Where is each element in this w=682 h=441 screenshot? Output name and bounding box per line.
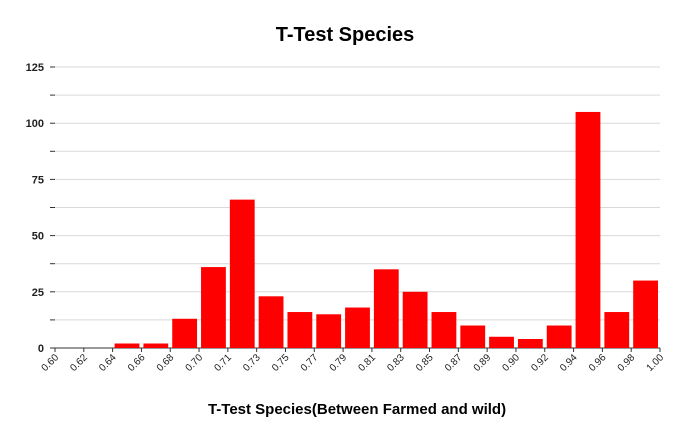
x-tick-label: 0.71 bbox=[212, 352, 234, 374]
gridlines bbox=[55, 66, 660, 349]
x-tick-label: 0.87 bbox=[443, 352, 465, 374]
bar bbox=[546, 325, 572, 348]
x-tick-label: 0.96 bbox=[587, 352, 609, 374]
x-tick-label: 0.90 bbox=[501, 352, 523, 374]
bars bbox=[114, 111, 658, 349]
x-tick-label: 0.89 bbox=[472, 352, 494, 374]
bar bbox=[345, 307, 370, 348]
x-tick-label: 0.60 bbox=[40, 352, 62, 374]
bar bbox=[172, 318, 198, 348]
y-tick-label: 100 bbox=[26, 118, 44, 130]
y-tick-label: 75 bbox=[32, 174, 44, 186]
bar bbox=[201, 267, 226, 348]
bar bbox=[114, 343, 140, 348]
bar bbox=[143, 343, 169, 348]
x-tick-label: 0.62 bbox=[68, 352, 90, 374]
bar bbox=[229, 199, 255, 348]
x-tick-label: 0.77 bbox=[299, 352, 321, 374]
bar bbox=[287, 312, 313, 348]
chart-title: T-Test Species bbox=[276, 24, 415, 46]
x-tick-label: 0.68 bbox=[155, 352, 177, 374]
x-tick-label: 0.75 bbox=[270, 352, 292, 374]
y-axis-ticks: 0 25 50 75 100 125 bbox=[26, 62, 55, 355]
x-tick-label: 0.81 bbox=[356, 352, 378, 374]
bar bbox=[489, 336, 514, 348]
x-tick-label: 0.64 bbox=[97, 352, 119, 374]
bar bbox=[517, 339, 543, 348]
bar bbox=[258, 296, 284, 348]
x-tick-label: 0.79 bbox=[328, 352, 350, 374]
x-tick-label: 0.92 bbox=[529, 352, 551, 374]
bar bbox=[316, 314, 342, 348]
x-tick-label: 0.85 bbox=[414, 352, 436, 374]
bar bbox=[431, 312, 457, 348]
bar bbox=[402, 291, 428, 348]
x-tick-label: 0.94 bbox=[558, 352, 580, 374]
y-tick-label: 25 bbox=[32, 287, 44, 299]
bar bbox=[633, 280, 658, 348]
x-tick-label: 0.83 bbox=[385, 352, 407, 374]
y-tick-label: 50 bbox=[32, 231, 44, 243]
bar bbox=[373, 269, 399, 348]
x-tick-label: 0.66 bbox=[126, 352, 148, 374]
bar bbox=[604, 312, 630, 348]
x-tick-label: 0.70 bbox=[184, 352, 206, 374]
bar bbox=[460, 325, 486, 348]
y-tick-label: 0 bbox=[38, 343, 44, 355]
bar bbox=[575, 111, 601, 349]
y-tick-label: 125 bbox=[26, 62, 44, 74]
x-tick-label: 0.73 bbox=[241, 352, 263, 374]
x-tick-label: 1.00 bbox=[645, 352, 667, 374]
x-axis-label: T-Test Species(Between Farmed and wild) bbox=[208, 401, 506, 418]
x-axis-ticks: 0.60 0.62 0.64 0.66 0.68 0.70 0.71 0.73 0.75 0.77… bbox=[40, 348, 667, 374]
x-tick-label: 0.98 bbox=[616, 352, 638, 374]
